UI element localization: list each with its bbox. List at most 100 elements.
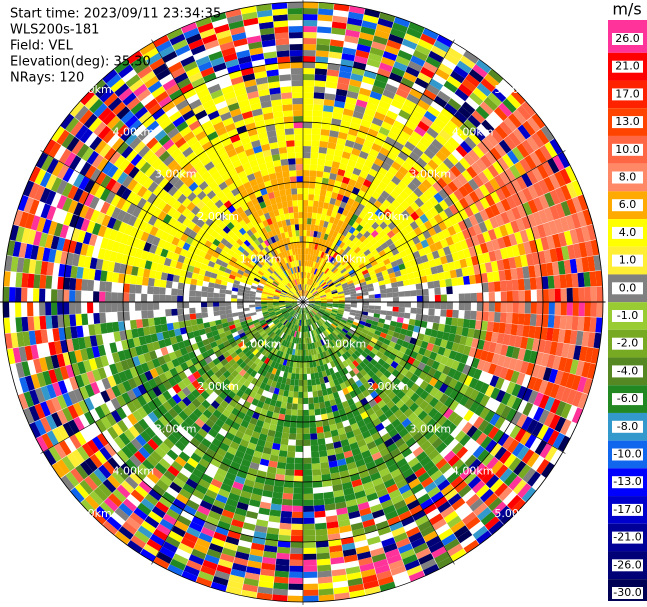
gate [368, 351, 376, 359]
gate [210, 194, 220, 204]
gate [494, 214, 505, 227]
gate [466, 425, 478, 438]
gate [195, 290, 202, 297]
gate [314, 354, 319, 361]
gate [555, 247, 564, 262]
gate [311, 140, 320, 147]
gate [311, 218, 316, 225]
gate [428, 302, 435, 309]
gate [119, 330, 127, 341]
gate [429, 206, 439, 217]
gate [123, 302, 130, 312]
gate [359, 361, 367, 369]
gate [179, 126, 192, 137]
gate [200, 390, 210, 400]
gate [310, 433, 318, 440]
gate [316, 558, 331, 566]
gate [249, 346, 257, 353]
gate [292, 499, 303, 506]
gate [294, 457, 303, 464]
gate [273, 294, 280, 297]
gate [264, 364, 271, 372]
gate [105, 302, 112, 313]
gate [305, 291, 309, 297]
gate [486, 321, 494, 332]
gate [143, 242, 152, 252]
gate [317, 287, 324, 293]
gate [266, 527, 280, 535]
gate [501, 392, 512, 406]
gate [559, 419, 572, 436]
gate [149, 533, 165, 547]
gate [308, 297, 315, 300]
gate [216, 323, 224, 330]
gate [157, 356, 166, 366]
gate [313, 282, 319, 288]
gate [380, 499, 394, 510]
gate [416, 289, 423, 296]
gate [393, 61, 408, 72]
gate [173, 268, 182, 276]
gate [138, 418, 150, 431]
gate [346, 319, 354, 324]
gate [280, 308, 287, 312]
gate [293, 331, 297, 338]
gate [275, 288, 282, 293]
gate [468, 149, 480, 162]
gate [484, 492, 499, 507]
gate [422, 302, 429, 309]
gate [427, 281, 435, 289]
gate [354, 256, 362, 264]
gate [404, 494, 417, 505]
gate [318, 146, 328, 154]
gate [286, 294, 292, 298]
gate [231, 421, 241, 431]
gate [237, 351, 245, 359]
gate [331, 191, 339, 200]
gate [257, 270, 265, 276]
gate [40, 203, 51, 219]
gate [563, 259, 572, 274]
gate [308, 279, 312, 286]
gate [312, 390, 318, 398]
gate [265, 318, 272, 323]
gate [351, 244, 359, 251]
gate [333, 106, 344, 115]
gate [196, 200, 206, 210]
gate [355, 232, 364, 240]
gate [186, 526, 201, 538]
gate [318, 340, 323, 347]
gate [305, 307, 308, 314]
gate [426, 174, 437, 186]
gate [354, 340, 362, 348]
gate [371, 213, 380, 222]
gate [314, 283, 319, 289]
gate [303, 397, 309, 404]
gate [303, 38, 317, 45]
gate [51, 161, 64, 177]
gate [497, 354, 506, 367]
gate [390, 146, 401, 156]
gate [285, 276, 290, 283]
gate [281, 290, 288, 294]
gate [485, 351, 495, 363]
gate [297, 307, 301, 313]
gate [259, 319, 266, 324]
gate [418, 223, 428, 233]
gate [352, 343, 359, 351]
gate [298, 385, 303, 392]
gate [279, 305, 286, 309]
gate [440, 483, 454, 496]
gate [141, 200, 152, 212]
gate [203, 521, 217, 532]
gate [225, 241, 233, 250]
gate [360, 475, 372, 485]
gate [283, 327, 288, 334]
gate [175, 168, 187, 179]
gate [227, 530, 241, 540]
gate [270, 324, 277, 331]
gate [293, 305, 299, 310]
gate [554, 302, 561, 316]
gate [316, 276, 321, 283]
gate [328, 417, 336, 426]
